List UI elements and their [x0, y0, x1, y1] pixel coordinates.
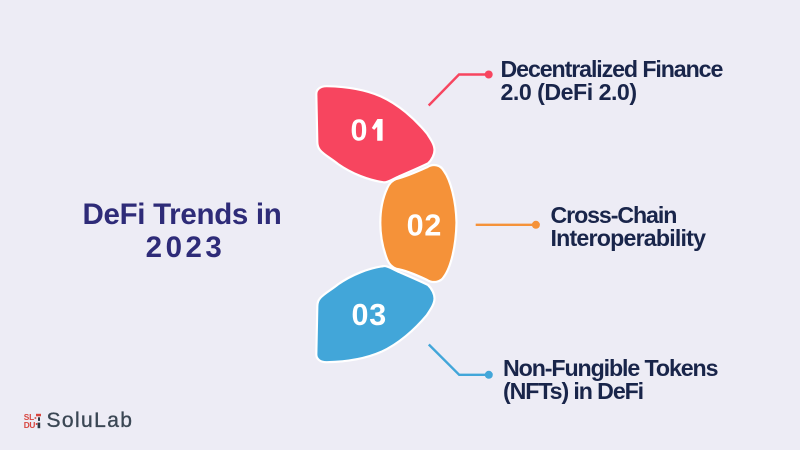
svg-text:02: 02: [407, 209, 443, 243]
svg-text:DU: DU: [24, 420, 36, 430]
svg-text:03: 03: [352, 298, 388, 332]
svg-text:0: 0: [351, 114, 368, 148]
svg-text:SL: SL: [24, 412, 34, 422]
